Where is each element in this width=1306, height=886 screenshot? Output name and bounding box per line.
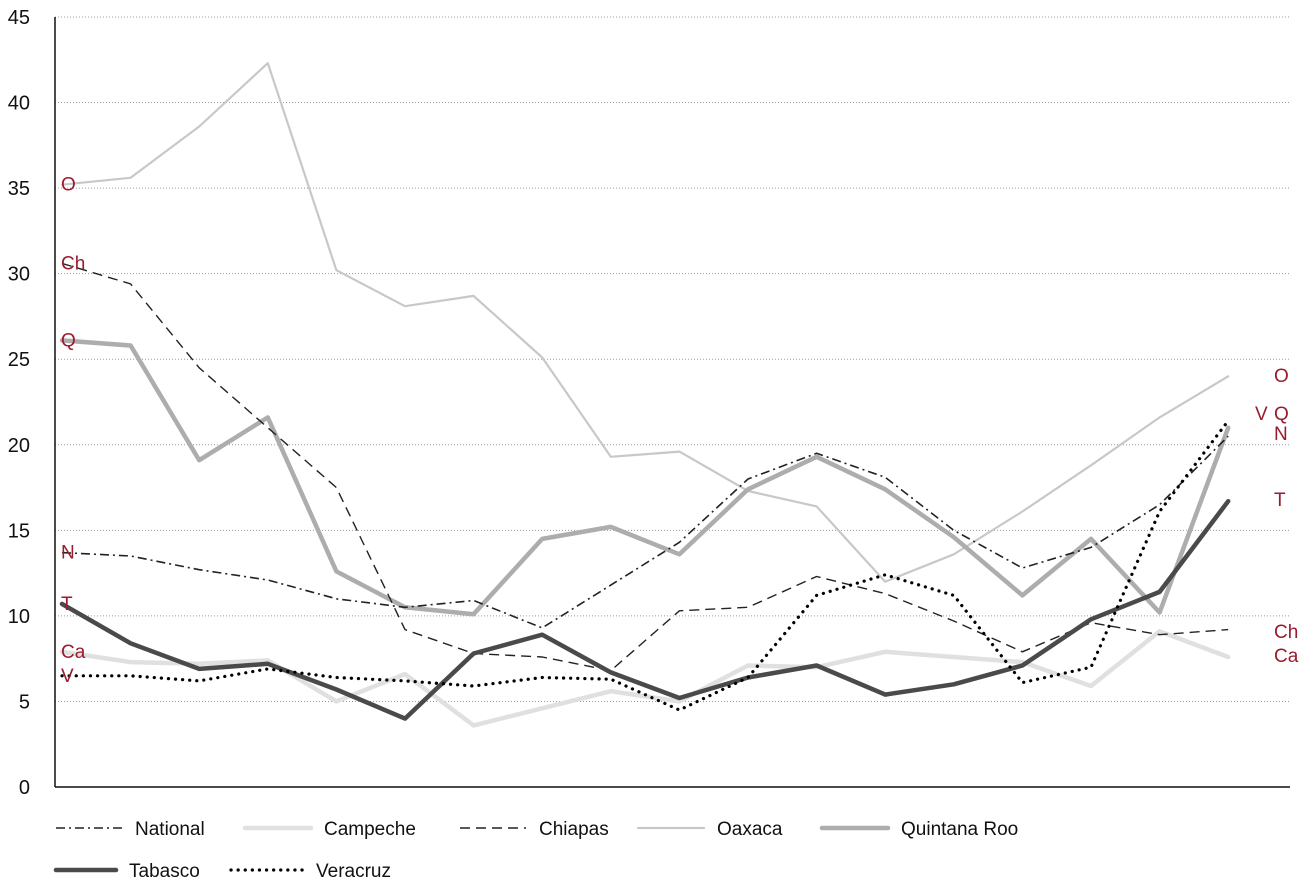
end-label-veracruz: V xyxy=(1255,404,1268,425)
end-label-chiapas: Ch xyxy=(1274,622,1298,643)
y-tick-label-15: 15 xyxy=(8,520,30,542)
gridlines xyxy=(55,16,1290,702)
series-line-chiapas xyxy=(61,262,1229,672)
series-line-quintana-roo xyxy=(59,338,1231,617)
y-tick-label-20: 20 xyxy=(8,435,30,457)
end-label-quintana-roo: Q xyxy=(1274,404,1289,425)
end-label-campeche: Ca xyxy=(1274,646,1299,667)
series-line-tabasco xyxy=(59,498,1231,721)
y-tick-label-30: 30 xyxy=(8,264,30,286)
legend-label-quintana-roo: Quintana Roo xyxy=(901,819,1018,840)
legend-item-veracruz: Veracruz xyxy=(229,861,391,882)
legend-item-oaxaca: Oaxaca xyxy=(636,819,783,840)
series-line-national xyxy=(61,435,1229,629)
y-tick-label-45: 45 xyxy=(8,7,30,29)
y-tick-label-0: 0 xyxy=(19,777,30,799)
end-label-national: N xyxy=(1274,424,1288,445)
y-tick-label-25: 25 xyxy=(8,349,30,371)
y-tick-label-10: 10 xyxy=(8,606,30,628)
start-label-tabasco: T xyxy=(61,594,73,615)
series-line-veracruz xyxy=(60,419,1230,712)
legend-item-national: National xyxy=(56,819,205,840)
start-label-campeche: Ca xyxy=(61,642,86,663)
y-axis-ticks: 0 5 10 15 20 25 30 35 40 45 xyxy=(8,7,30,799)
legend-label-chiapas: Chiapas xyxy=(539,819,609,840)
legend-label-veracruz: Veracruz xyxy=(316,861,391,882)
y-tick-label-40: 40 xyxy=(8,93,30,115)
y-tick-label-5: 5 xyxy=(19,691,30,713)
start-label-oaxaca: O xyxy=(61,175,76,196)
legend: National Campeche Chiapas Oaxaca Quintana Ro… xyxy=(53,819,1018,882)
legend-label-national: National xyxy=(135,819,205,840)
legend-label-oaxaca: Oaxaca xyxy=(717,819,783,840)
start-label-quintana-roo: Q xyxy=(61,330,76,351)
legend-item-chiapas: Chiapas xyxy=(460,819,609,840)
end-label-oaxaca: O xyxy=(1274,366,1289,387)
y-tick-label-35: 35 xyxy=(8,178,30,200)
start-label-national: N xyxy=(61,543,75,564)
legend-label-tabasco: Tabasco xyxy=(129,861,200,882)
legend-label-campeche: Campeche xyxy=(324,819,416,840)
start-label-veracruz: V xyxy=(61,666,74,687)
legend-item-campeche: Campeche xyxy=(242,819,416,840)
start-label-chiapas: Ch xyxy=(61,253,85,274)
series-lines xyxy=(59,62,1231,728)
legend-item-tabasco: Tabasco xyxy=(53,861,200,882)
series-line-oaxaca xyxy=(60,62,1230,583)
end-label-tabasco: T xyxy=(1274,490,1286,511)
legend-item-quintana-roo: Quintana Roo xyxy=(819,819,1018,840)
axes xyxy=(54,17,1290,788)
